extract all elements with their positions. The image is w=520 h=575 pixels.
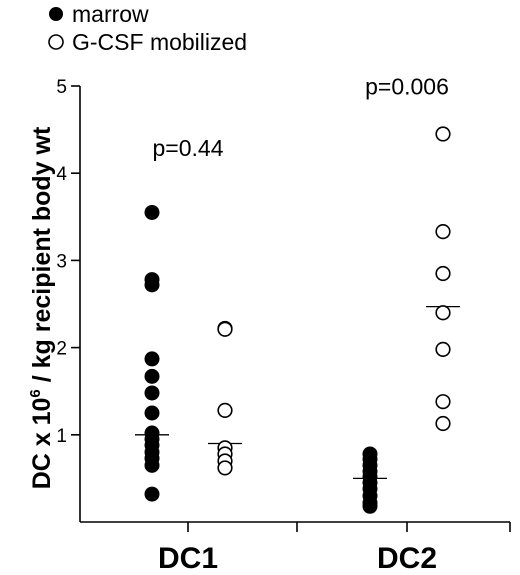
x-category-label-dc1: DC1 (158, 542, 218, 575)
y-tick-label-1: 1 (56, 426, 67, 447)
legend-marker-marrow (49, 7, 63, 21)
p-value-dc1: p=0.44 (153, 135, 224, 161)
legend-label-gcsf: G-CSF mobilized (72, 29, 247, 55)
point-marrow-dc1-0 (144, 204, 160, 220)
y-axis-title-suffix: / kg recipient body wt (28, 126, 56, 389)
point-marrow-dc1-2 (144, 277, 160, 293)
y-tick-label-5: 5 (56, 77, 67, 98)
y-axis-title-exponent: 6 (27, 389, 44, 397)
legend: marrow G-CSF mobilized (48, 1, 247, 55)
y-tick-label-3: 3 (56, 251, 67, 272)
point-gcsf-dc2-4 (435, 341, 451, 357)
x-category-label-dc2: DC2 (377, 542, 437, 575)
point-marrow-dc1-12 (144, 457, 160, 473)
point-gcsf-dc2-0 (435, 126, 451, 142)
axes: 1 2 3 4 5 DC1 DC2 (56, 77, 511, 575)
point-marrow-dc1-5 (144, 385, 160, 401)
point-marrow-dc1-4 (144, 368, 160, 384)
y-tick-label-4: 4 (56, 164, 67, 185)
y-axis-title: DC x 106 / kg recipient body wt (27, 126, 56, 489)
y-axis-title-prefix: DC x 10 (28, 398, 56, 490)
point-gcsf-dc2-1 (435, 224, 451, 240)
point-gcsf-dc1-2 (217, 402, 233, 418)
point-gcsf-dc1-6 (217, 460, 233, 476)
point-marrow-dc1-3 (144, 351, 160, 367)
p-value-dc2: p=0.006 (365, 74, 449, 100)
y-tick-label-2: 2 (56, 339, 67, 360)
legend-label-marrow: marrow (72, 1, 149, 27)
point-marrow-dc1-13 (144, 486, 160, 502)
point-gcsf-dc2-2 (435, 265, 451, 282)
legend-marker-gcsf (48, 34, 64, 50)
point-marrow-dc2-9 (362, 498, 378, 514)
point-gcsf-dc2-6 (435, 415, 451, 432)
point-gcsf-dc2-5 (435, 394, 451, 410)
point-gcsf-dc2-3 (435, 305, 451, 321)
point-gcsf-dc1-1 (217, 321, 233, 337)
point-marrow-dc1-6 (144, 405, 160, 421)
data-marks: p=0.44 p=0.006 (135, 74, 460, 514)
